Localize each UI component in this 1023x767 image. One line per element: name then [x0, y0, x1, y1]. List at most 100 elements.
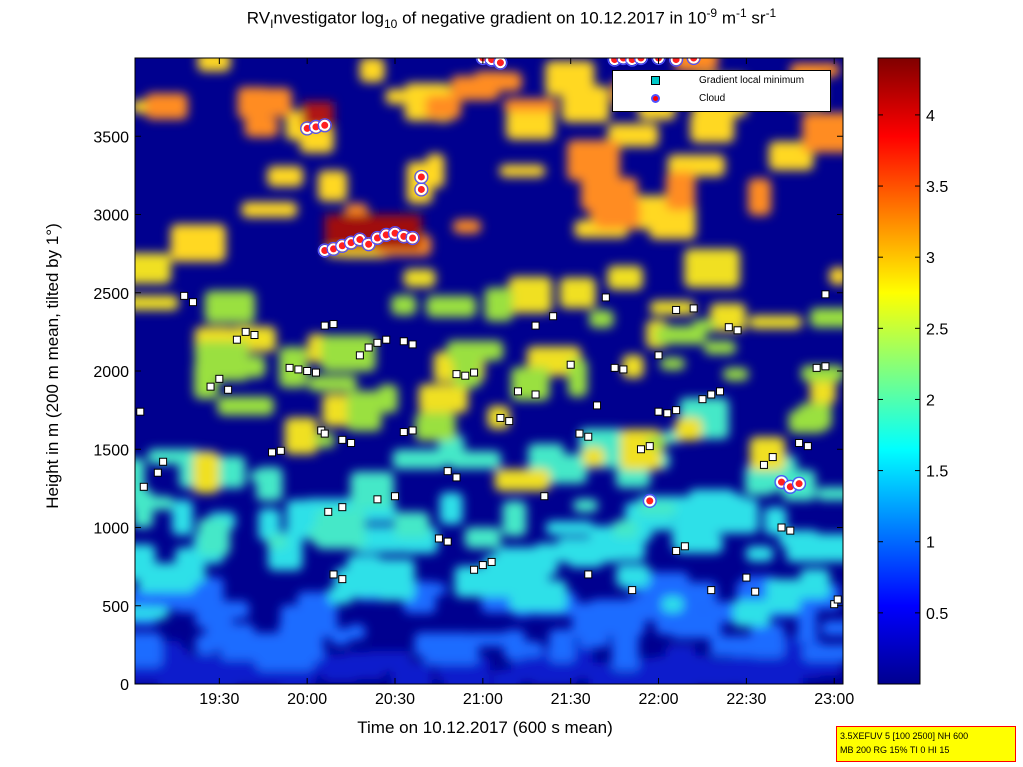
gradient-minimum-point — [513, 387, 522, 396]
gradient-minimum-point — [461, 371, 470, 380]
gradient-minimum-point — [443, 537, 452, 546]
cloud-point-ring — [791, 476, 807, 491]
gradient-minimum-point — [159, 457, 168, 466]
y-tick-label: 1500 — [93, 442, 129, 459]
colorbar-tick-label: 2 — [926, 392, 935, 409]
gradient-minimum-point — [250, 331, 259, 340]
gradient-minimum-point — [338, 435, 347, 444]
gradient-minimum-point — [320, 429, 329, 438]
gradient-minimum-point — [505, 417, 514, 426]
cloud-point-ring — [616, 58, 631, 66]
gradient-minimum-point — [672, 406, 681, 415]
cloud-point-ring — [633, 58, 649, 66]
cloud-point — [310, 121, 322, 133]
gradient-minimum-point — [724, 323, 733, 332]
gradient-minimum-point — [654, 351, 663, 360]
x-tick-label: 23:00 — [814, 691, 854, 708]
gradient-minimum-point — [324, 507, 333, 516]
gradient-minimum-point — [136, 407, 145, 416]
gradient-minimum-point — [320, 321, 329, 330]
gradient-minimum-point — [311, 368, 320, 377]
cloud-point — [776, 476, 788, 488]
gradient-minimum-point — [698, 395, 707, 404]
gradient-minimum-point — [707, 390, 716, 399]
gradient-minimum-point — [443, 467, 452, 476]
gradient-minimum-point — [408, 426, 417, 435]
title-part1: nvestigator log — [273, 8, 384, 28]
cloud-point — [415, 171, 427, 183]
cloud-point-ring — [414, 169, 429, 185]
gradient-minimum-point — [593, 401, 602, 410]
gradient-minimum-point — [399, 337, 408, 346]
title-part3: m — [717, 8, 736, 28]
cloud-point — [415, 183, 427, 195]
gradient-minimum-point — [452, 473, 461, 482]
gradient-minimum-point — [742, 573, 751, 582]
cloud-point-ring — [686, 58, 701, 66]
x-tick-label: 20:30 — [375, 691, 415, 708]
gradient-minimum-point — [812, 363, 821, 372]
x-tick-label: 19:30 — [199, 691, 239, 708]
gradient-minimum-point — [584, 432, 593, 441]
info-line-2: MB 200 RG 15% TI 0 HI 15 — [840, 745, 950, 755]
colorbar-tick-label: 3 — [926, 250, 935, 267]
y-tick-label: 3500 — [93, 129, 129, 146]
cloud-point — [635, 58, 647, 64]
gradient-minimum-point — [303, 367, 312, 375]
gradient-minimum-point — [373, 495, 382, 504]
cloud-point — [626, 58, 638, 66]
gradient-minimum-point — [399, 428, 408, 437]
cloud-point-ring — [493, 58, 508, 70]
chart-title: RVInvestigator log10 of negative gradien… — [0, 6, 1023, 31]
cloud-point — [407, 232, 419, 244]
gradient-minimum-point — [751, 587, 760, 596]
cloud-point — [319, 244, 331, 256]
gradient-minimum-point — [241, 327, 250, 336]
gradient-minimum-point — [180, 291, 189, 300]
gradient-minimum-point — [153, 468, 162, 477]
gradient-minimum-point — [584, 570, 593, 579]
cloud-point-ring — [669, 58, 684, 67]
gradient-minimum-point — [268, 448, 277, 457]
legend-label-cloud: Cloud — [699, 93, 726, 104]
gradient-minimum-point — [215, 374, 224, 383]
settings-info-box: 3.5XEFUV 5 [100 2500] NH 600 MB 200 RG 1… — [836, 726, 1016, 762]
gradient-minimum-point — [188, 298, 197, 307]
gradient-minimum-point — [364, 343, 373, 352]
gradient-minimum-point — [294, 365, 303, 374]
gradient-minimum-point — [224, 385, 233, 394]
y-axis-label: Height in m (200 m mean, tilted by 1°) — [43, 223, 62, 509]
gradient-minimum-point — [549, 312, 558, 321]
cloud-point-ring — [405, 230, 420, 246]
cloud-point — [494, 58, 506, 69]
cloud-point — [609, 58, 621, 66]
title-sub-10: 10 — [383, 17, 398, 32]
gradient-minimum-point — [601, 293, 610, 302]
y-tick-label: 3000 — [93, 208, 129, 225]
title-sup-m1: -1 — [736, 6, 747, 20]
gradient-minimum-point — [777, 523, 786, 532]
gradient-minimum-point — [338, 503, 347, 512]
gradient-minimum-point — [470, 368, 479, 377]
colorbar — [877, 57, 921, 685]
gradient-minimum-point — [329, 570, 338, 579]
x-axis: 19:30 20:00 20:30 21:00 21:30 22:00 22:30 23:00 — [199, 58, 854, 708]
gradient-minimum-point — [768, 453, 777, 462]
marker-layer — [136, 58, 842, 609]
cloud-point-ring — [642, 493, 657, 508]
x-tick-label: 22:00 — [639, 691, 679, 708]
x-tick-label: 21:00 — [463, 691, 503, 708]
cloud-point-ring — [651, 58, 666, 66]
gradient-minimum-point — [821, 362, 830, 371]
legend-entry-gradient-minimum: Gradient local minimum — [613, 73, 830, 91]
gradient-minimum-point — [232, 335, 241, 344]
title-part4: sr — [746, 8, 766, 28]
gradient-minimum-point — [654, 407, 663, 416]
x-tick-label: 22:30 — [726, 691, 766, 708]
gradient-minimum-point — [531, 321, 540, 330]
colorbar-tick-label: 0.5 — [926, 606, 948, 623]
gradient-minimum-point — [496, 413, 505, 422]
gradient-minimum-point — [487, 557, 496, 566]
cloud-point — [380, 229, 392, 241]
